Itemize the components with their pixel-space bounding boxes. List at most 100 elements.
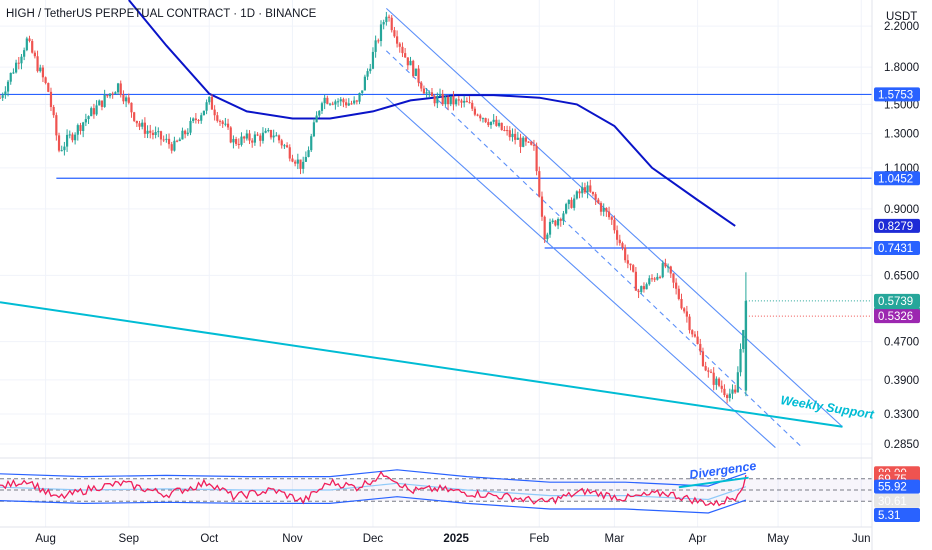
price-badge xyxy=(874,87,920,102)
candle-body xyxy=(47,83,50,92)
candle-body xyxy=(489,121,493,126)
candle-body xyxy=(315,115,318,123)
candle-body xyxy=(382,22,385,25)
candle-body xyxy=(398,43,401,47)
candle-body xyxy=(60,150,63,152)
candle-body xyxy=(473,108,477,115)
candle-body xyxy=(685,311,688,317)
candle-body xyxy=(119,83,122,95)
candle-body xyxy=(17,62,20,64)
candle-body xyxy=(589,185,592,192)
candle-body xyxy=(296,159,299,164)
candle-body xyxy=(259,135,262,141)
price-badge-text: 1.0452 xyxy=(878,173,913,185)
candle-body xyxy=(167,138,171,145)
price-badges: 1.57531.04520.82790.74310.573904:18:110.… xyxy=(874,87,922,522)
candle-body xyxy=(377,40,380,42)
price-tick-label: 0.4700 xyxy=(884,337,919,349)
candle-body xyxy=(272,135,275,138)
candle-body xyxy=(683,308,686,312)
rsi-badge-text: 30.61 xyxy=(878,496,907,508)
candle-body xyxy=(197,120,200,122)
candle-body xyxy=(111,93,114,95)
candle-body xyxy=(455,99,458,105)
candle-body xyxy=(358,92,361,102)
candle-body xyxy=(90,108,93,117)
candle-body xyxy=(616,230,619,240)
candle-body xyxy=(6,81,10,92)
currency-label: USDT xyxy=(886,11,917,23)
candle-body xyxy=(524,137,527,142)
candle-body xyxy=(664,263,667,267)
candle-body xyxy=(420,82,423,89)
candle-body xyxy=(575,191,578,199)
candle-body xyxy=(551,220,554,222)
candle-body xyxy=(353,100,356,104)
candle-body xyxy=(548,221,552,235)
price-tick-label: 0.6500 xyxy=(884,270,919,282)
candle-body xyxy=(361,90,364,93)
candle-body xyxy=(135,120,138,124)
candle-body xyxy=(369,68,372,72)
candle-body xyxy=(181,130,184,140)
candle-body xyxy=(302,161,305,169)
candle-body xyxy=(328,103,332,105)
candle-body xyxy=(291,158,294,162)
candle-body xyxy=(224,123,227,125)
candle-body xyxy=(14,62,18,73)
candle-body xyxy=(205,102,208,111)
candle-body xyxy=(632,265,635,272)
candle-body xyxy=(304,156,307,162)
candle-body xyxy=(23,50,26,57)
candle-body xyxy=(422,88,426,94)
candle-body xyxy=(20,56,23,64)
candle-body xyxy=(567,199,570,205)
candle-body xyxy=(9,72,12,82)
candle-body xyxy=(607,211,611,218)
candle-body xyxy=(178,139,181,142)
candle-body xyxy=(506,130,509,132)
candle-body xyxy=(189,120,192,133)
candle-body xyxy=(522,137,525,147)
candle-body xyxy=(599,203,603,212)
candle-body xyxy=(484,118,487,123)
candle-body xyxy=(71,134,74,141)
candle-body xyxy=(712,372,715,385)
candle-body xyxy=(385,16,388,23)
candle-body xyxy=(497,122,501,126)
candle-body xyxy=(675,282,678,289)
candle-body xyxy=(704,366,707,371)
candle-body xyxy=(621,243,624,248)
price-tick-label: 2.2000 xyxy=(884,21,919,33)
candle-body xyxy=(326,97,329,104)
rsi-line xyxy=(0,470,747,507)
candle-body xyxy=(374,40,377,52)
candle-body xyxy=(626,260,629,264)
candle-body xyxy=(624,247,627,261)
candle-body xyxy=(57,135,61,151)
candle-body xyxy=(108,93,112,97)
candle-body xyxy=(347,103,350,106)
candle-body xyxy=(82,122,85,131)
candle-body xyxy=(210,96,214,110)
candle-body xyxy=(149,130,152,133)
candle-body xyxy=(602,208,605,212)
rsi-lower-band xyxy=(0,496,747,514)
candle-body xyxy=(294,161,297,164)
candle-body xyxy=(658,276,662,278)
candle-body xyxy=(285,145,289,148)
time-tick-label: Mar xyxy=(605,533,625,545)
candle-body xyxy=(476,114,479,116)
candle-body xyxy=(125,97,128,102)
candle-body xyxy=(479,115,482,119)
candle-body xyxy=(350,103,353,105)
candle-body xyxy=(98,100,101,106)
candle-body xyxy=(138,123,141,127)
last-candle-body xyxy=(744,300,748,391)
candle-body xyxy=(468,102,471,104)
candle-body xyxy=(371,51,375,69)
candle-body xyxy=(736,372,739,393)
candle-body xyxy=(471,102,474,109)
candle-body xyxy=(323,97,326,104)
candle-body xyxy=(591,191,595,195)
